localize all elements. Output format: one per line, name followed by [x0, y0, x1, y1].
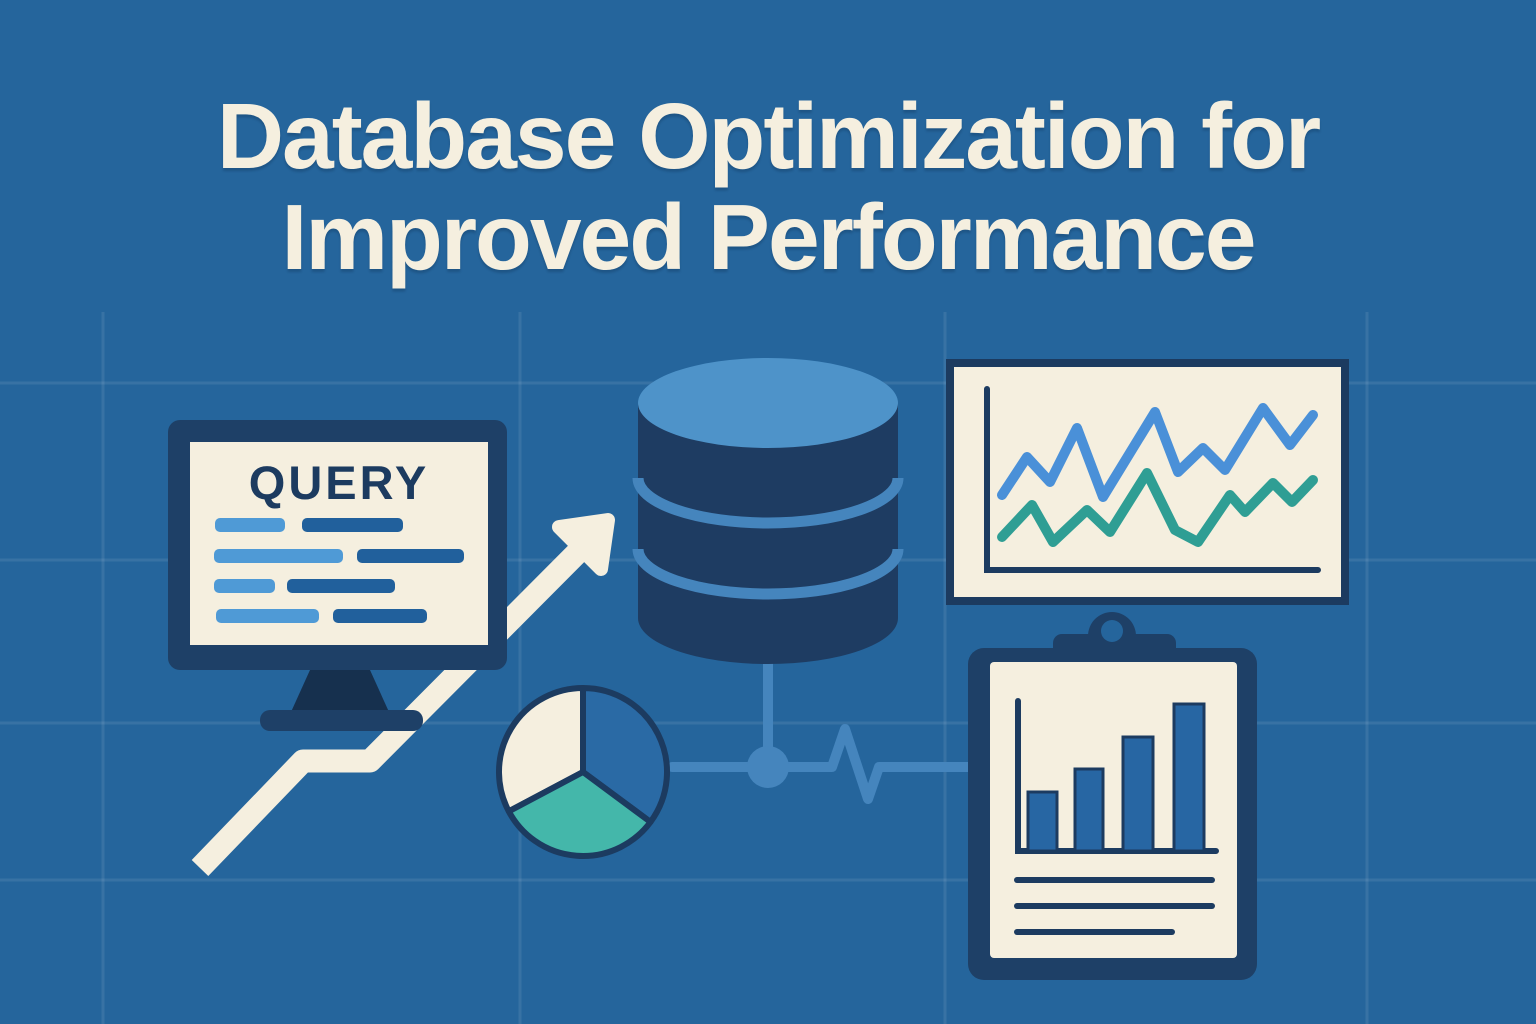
line-chart-series: [997, 403, 1318, 547]
line-chart-axes: [984, 386, 1321, 573]
monitor-base: [260, 710, 423, 731]
database-band-1: [632, 477, 904, 529]
monitor-stand: [291, 670, 389, 712]
connector-horizontal-pulse: [667, 724, 978, 804]
query-label: QUERY: [249, 456, 429, 509]
pie-chart-icon: [496, 685, 670, 859]
monitor-query-icon: QUERY: [168, 420, 507, 731]
code-bar-light: [214, 579, 275, 593]
connector-node: [747, 746, 789, 788]
code-bar-light: [214, 549, 343, 563]
bar-chart-bars: [1026, 702, 1206, 853]
database-band-2: [632, 548, 904, 600]
page-title: Database Optimization for Improved Perfo…: [0, 84, 1536, 290]
connector-pulse-line: [667, 640, 978, 804]
title-line-2: Improved Performance: [281, 185, 1256, 290]
database-top: [638, 358, 898, 448]
bar: [1073, 767, 1105, 853]
pie-slice-teal-slice: [505, 769, 654, 859]
report-text-lines: [1014, 877, 1215, 935]
code-bar-dark: [333, 609, 427, 623]
query-code-lines: [214, 518, 464, 623]
clipboard-report-icon: [968, 612, 1257, 980]
code-bar-light: [216, 609, 319, 623]
code-bar-light: [215, 518, 285, 532]
clipboard-clip: [1053, 634, 1176, 670]
code-bar-dark: [357, 549, 464, 563]
title-line-1: Database Optimization for: [216, 84, 1321, 188]
line-series-blue-series: [997, 403, 1318, 502]
growth-arrow-head: [552, 513, 615, 576]
line-chart-board-icon: [946, 359, 1349, 605]
code-bar-dark: [287, 579, 395, 593]
database-cylinder-icon: [632, 358, 904, 664]
code-bar-dark: [302, 518, 403, 532]
line-series-teal-series: [997, 468, 1318, 547]
clipboard-knob-hole: [1101, 620, 1123, 642]
bar: [1026, 790, 1059, 853]
bar: [1121, 735, 1155, 853]
database-body: [638, 403, 898, 664]
bar: [1172, 702, 1206, 853]
pie-slice-blue-slice: [580, 685, 670, 825]
